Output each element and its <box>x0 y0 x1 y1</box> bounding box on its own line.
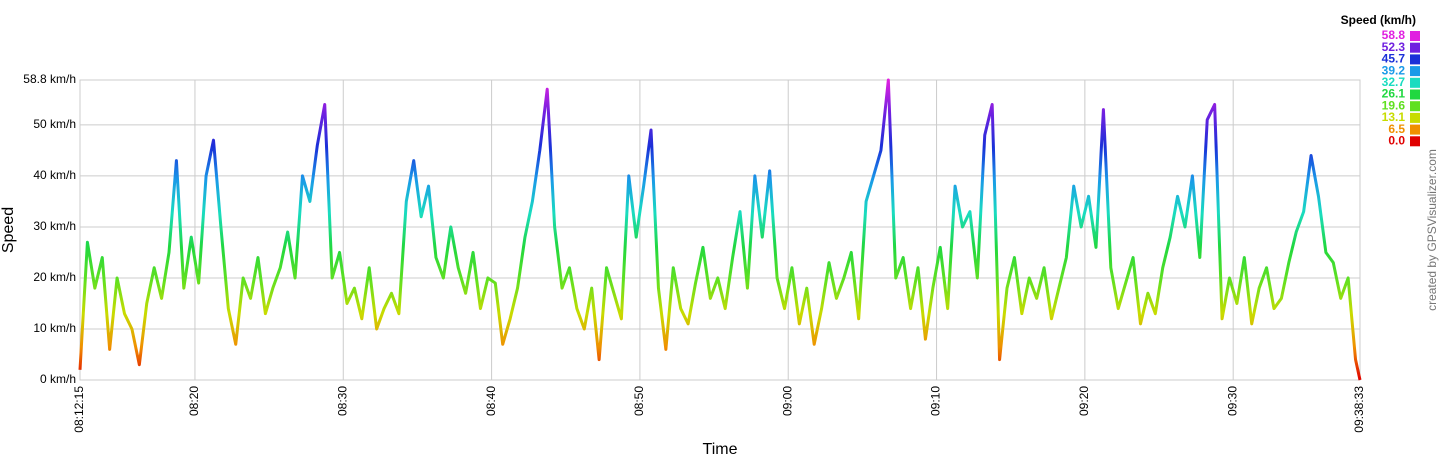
x-tick-label: 08:40 <box>484 386 498 416</box>
y-tick-label: 30 km/h <box>33 219 76 233</box>
legend-swatch <box>1410 77 1420 88</box>
legend-label: 39.2 <box>1382 63 1406 77</box>
y-tick-label: 10 km/h <box>33 321 76 335</box>
y-tick-label: 50 km/h <box>33 117 76 131</box>
legend-swatch <box>1410 42 1420 53</box>
y-tick-label: 58.8 km/h <box>23 72 76 86</box>
legend-swatch <box>1410 89 1420 100</box>
x-tick-label: 08:30 <box>335 386 349 416</box>
legend-label: 26.1 <box>1382 87 1406 101</box>
legend-swatch <box>1410 124 1420 135</box>
speed-line <box>78 78 1362 381</box>
legend-label: 45.7 <box>1382 52 1406 66</box>
legend-label: 58.8 <box>1382 28 1406 42</box>
y-tick-label: 20 km/h <box>33 270 76 284</box>
x-axis-label: Time <box>703 441 738 458</box>
legend-label: 19.6 <box>1382 98 1406 112</box>
x-tick-label: 09:30 <box>1225 386 1239 416</box>
legend-label: 52.3 <box>1382 40 1406 54</box>
y-axis-label: Speed <box>0 207 17 253</box>
legend-swatch <box>1410 136 1420 147</box>
x-tick-label: 09:00 <box>780 386 794 416</box>
legend-label: 13.1 <box>1382 110 1406 124</box>
legend-swatch <box>1410 66 1420 77</box>
legend-label: 32.7 <box>1382 75 1406 89</box>
legend-label: 0.0 <box>1388 133 1405 147</box>
credit: created by GPSVisualizer.com <box>1425 149 1439 311</box>
legend-swatch <box>1410 112 1420 123</box>
legend-label: 6.5 <box>1388 122 1405 136</box>
legend-swatch <box>1410 54 1420 65</box>
y-tick-label: 0 km/h <box>40 372 76 386</box>
x-tick-label: 09:20 <box>1077 386 1091 416</box>
y-tick-label: 40 km/h <box>33 168 76 182</box>
x-tick-label: 08:20 <box>187 386 201 416</box>
x-tick-label: 09:38:33 <box>1352 386 1366 433</box>
legend-title: Speed (km/h) <box>1341 13 1416 27</box>
x-tick-label: 08:12:15 <box>72 386 86 433</box>
x-tick-label: 09:10 <box>929 386 943 416</box>
x-tick-label: 08:50 <box>632 386 646 416</box>
legend-swatch <box>1410 31 1420 41</box>
legend-swatch <box>1410 101 1420 112</box>
